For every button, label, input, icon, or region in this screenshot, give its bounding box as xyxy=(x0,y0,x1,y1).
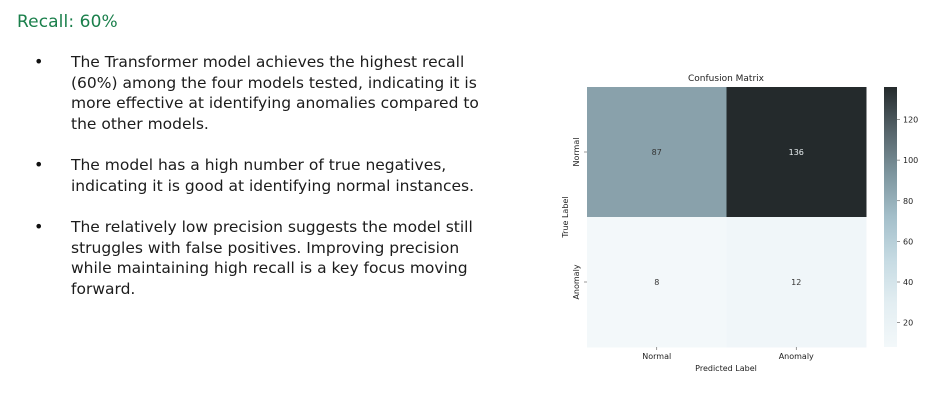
colorbar-tick-label: 100 xyxy=(903,156,918,165)
bullet-text: The model has a high number of true nega… xyxy=(71,156,475,195)
bullet-marker: • xyxy=(34,155,44,174)
x-tick-label: Anomaly xyxy=(779,352,814,361)
bullet-item: • The model has a high number of true ne… xyxy=(30,155,500,196)
y-tick-label: Normal xyxy=(572,138,581,167)
cell-value-label: 12 xyxy=(791,278,801,287)
bullet-text: The Transformer model achieves the highe… xyxy=(71,53,479,133)
x-axis-label: Predicted Label xyxy=(695,364,757,373)
heatmap-cell xyxy=(587,217,727,348)
cell-value-label: 87 xyxy=(652,148,662,157)
x-tick-label: Normal xyxy=(642,352,671,361)
colorbar-ticks: 20 40 60 80 100 120 xyxy=(897,116,918,328)
bullet-marker: • xyxy=(34,52,44,71)
bullet-marker: • xyxy=(34,217,44,236)
colorbar-tick-label: 60 xyxy=(903,237,913,246)
colorbar-tick-label: 120 xyxy=(903,116,918,125)
bullet-list: • The Transformer model achieves the hig… xyxy=(30,52,500,320)
heatmap-cells: 87 136 8 12 xyxy=(587,87,867,348)
heatmap-cell xyxy=(726,217,867,348)
heatmap-cell xyxy=(726,87,867,218)
colorbar xyxy=(884,87,897,347)
y-tick-label: Anomaly xyxy=(572,264,581,299)
chart-title: Confusion Matrix xyxy=(688,74,765,84)
cell-value-label: 136 xyxy=(789,148,804,157)
bullet-item: • The relatively low precision suggests … xyxy=(30,217,500,299)
heatmap-cell xyxy=(587,87,727,218)
bullet-text: The relatively low precision suggests th… xyxy=(71,218,473,298)
colorbar-tick-label: 20 xyxy=(903,319,913,328)
colorbar-tick-label: 80 xyxy=(903,197,913,206)
bullet-item: • The Transformer model achieves the hig… xyxy=(30,52,500,134)
slide-heading: Recall: 60% xyxy=(17,12,118,32)
y-tick-labels: Normal Anomaly xyxy=(572,138,587,300)
x-tick-labels: Normal Anomaly xyxy=(642,347,814,361)
colorbar-tick-label: 40 xyxy=(903,278,913,287)
y-axis-label: True Label xyxy=(561,196,570,238)
cell-value-label: 8 xyxy=(654,278,659,287)
